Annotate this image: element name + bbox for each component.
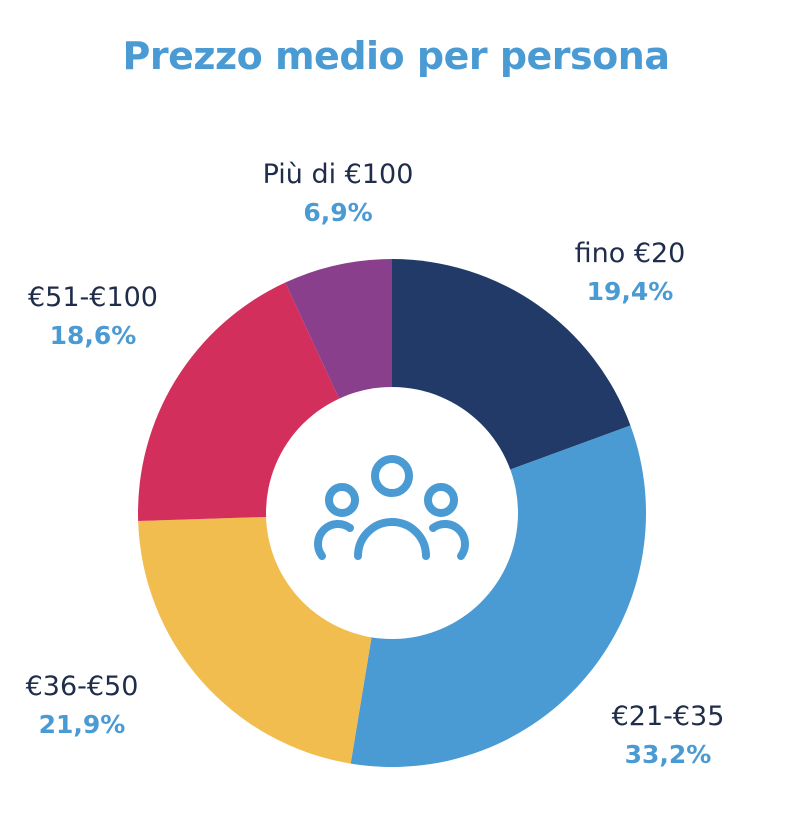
slice-label-2: €21-€35: [612, 701, 725, 732]
slice-label-5: Più di €100: [263, 159, 414, 190]
slice-label-1: fino €20: [575, 238, 686, 269]
slice-value-1: 19,4%: [587, 277, 674, 306]
slice-value-5: 6,9%: [303, 198, 372, 227]
group-of-people-icon: [314, 455, 469, 560]
donut-hole: [266, 387, 518, 639]
slice-value-4: 18,6%: [50, 321, 137, 350]
slice-labels: fino €20 19,4% €21-€35 33,2% €36-€50 21,9% €51…: [26, 159, 725, 769]
slice-value-3: 21,9%: [39, 710, 126, 739]
chart-title: Prezzo medio per persona: [122, 34, 670, 78]
slice-label-3: €36-€50: [26, 671, 139, 702]
slice-value-2: 33,2%: [625, 740, 712, 769]
slice-label-4: €51-€100: [28, 282, 158, 313]
